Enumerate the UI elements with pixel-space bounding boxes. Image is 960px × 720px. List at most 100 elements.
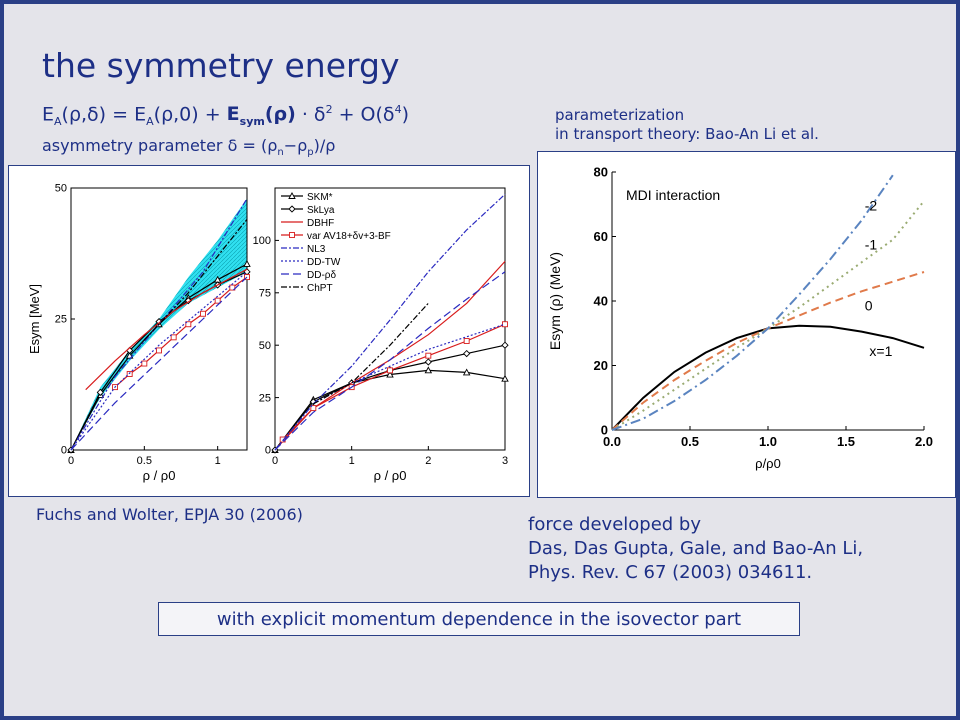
series-line-chpt xyxy=(313,302,429,405)
series-marker-var xyxy=(185,321,192,328)
fuchs-wolter-figure: 0 0.5 1 0 25 50 ρ / ρ0 Esym [MeV] 0 1 2 3 0 25 50 75 10… xyxy=(27,183,509,483)
series-marker-var xyxy=(310,405,317,412)
legend-label-ddrd: DD-ρδ xyxy=(307,270,336,281)
series-line-skm xyxy=(274,369,506,451)
x-tick-label: 2.0 xyxy=(915,434,933,449)
legend-marker-skm xyxy=(288,192,296,199)
series-line-var xyxy=(282,323,506,440)
series-line--2 xyxy=(611,174,894,431)
y-tick-label: 0 xyxy=(265,445,271,457)
legend-label-chpt: ChPT xyxy=(307,283,333,294)
left-esym-chart: 0 0.5 1 0 25 50 ρ / ρ0 Esym [MeV] xyxy=(27,183,251,483)
chart-legend: SKM* SkLya DBHF var AV18+δv+3-BF NL3 DD-TW DD-… xyxy=(281,192,391,294)
y-tick-label: 75 xyxy=(259,287,271,299)
series-line-ddrd xyxy=(70,276,248,451)
left-figure-panel: 0 0.5 1 0 25 50 ρ / ρ0 Esym [MeV] 0 1 2 3 0 25 50 75 10… xyxy=(8,165,530,497)
legend-label-dbhf: DBHF xyxy=(307,218,334,229)
y-tick-label: 80 xyxy=(594,164,608,179)
series-line-dbhf xyxy=(85,268,248,391)
series-marker-var xyxy=(214,297,221,304)
series-marker-var xyxy=(463,338,470,344)
series-line-ddtw xyxy=(70,271,248,451)
mdi-figure: 0.0 0.5 1.0 1.5 2.0 0 20 40 60 80 MDI interaction ρ… xyxy=(547,164,933,471)
series-marker-sklya xyxy=(501,341,509,349)
energy-equation: EA(ρ,δ) = EA(ρ,0) + Esym(ρ) · δ2 + O(δ4) xyxy=(42,103,409,129)
series-line--1 xyxy=(611,200,925,431)
series-line-ddrd xyxy=(274,271,506,451)
legend-label-nl3: NL3 xyxy=(307,244,326,255)
series-marker-sklya xyxy=(184,297,192,305)
legend-label-sklya: SkLya xyxy=(307,205,335,216)
series-marker-var xyxy=(126,371,133,377)
y-tick-label: 100 xyxy=(253,235,271,247)
series-marker-var xyxy=(387,367,393,374)
series-line-x=1 xyxy=(611,324,925,431)
series-marker-sklya xyxy=(463,349,471,358)
x-tick-label: 0 xyxy=(68,455,74,467)
series-marker-var xyxy=(170,334,177,341)
series-line-sklya xyxy=(274,344,506,451)
x-tick-label: 3 xyxy=(502,455,508,467)
series-marker-sklya xyxy=(96,388,104,396)
series-marker-var xyxy=(244,274,250,281)
y-axis-label: Esym (ρ) (MeV) xyxy=(547,252,563,350)
y-tick-label: 25 xyxy=(259,392,271,404)
right-figure-panel: 0.0 0.5 1.0 1.5 2.0 0 20 40 60 80 MDI interaction ρ… xyxy=(537,151,956,498)
x-tick-label: 0 xyxy=(272,455,278,467)
x-tick-label: 0.5 xyxy=(137,455,152,467)
right-figure-citation: force developed by Das, Das Gupta, Gale,… xyxy=(528,514,864,583)
y-tick-label: 20 xyxy=(594,358,608,373)
left-figure-citation: Fuchs and Wolter, EPJA 30 (2006) xyxy=(36,505,303,524)
y-tick-label: 50 xyxy=(259,340,271,352)
y-axis-label: Esym [MeV] xyxy=(27,284,42,354)
y-tick-label: 50 xyxy=(55,183,67,195)
series-line-nl3 xyxy=(70,198,248,451)
y-tick-label: 0 xyxy=(61,445,67,457)
series-marker-sklya xyxy=(424,358,432,366)
legend-marker-sklya xyxy=(288,205,296,213)
x-tick-label: 2 xyxy=(425,455,431,467)
asymmetry-definition: asymmetry parameter δ = (ρn−ρp)/ρ xyxy=(42,136,336,159)
mdi-annotation: MDI interaction xyxy=(626,187,720,203)
legend-marker-var xyxy=(289,232,295,238)
middle-esym-chart: 0 1 2 3 0 25 50 75 100 ρ / ρ0 SKM* SkLya DBHF var AV1… xyxy=(253,187,509,483)
x-tick-label: 0.0 xyxy=(603,434,621,449)
series-label: -2 xyxy=(865,198,878,214)
x-axis-label: ρ / ρ0 xyxy=(143,468,176,483)
y-tick-label: 60 xyxy=(594,229,608,244)
plot-frame xyxy=(274,187,506,451)
momentum-dependence-note: with explicit momentum dependence in the… xyxy=(158,602,800,636)
series-line-var xyxy=(114,276,248,388)
x-axis-label: ρ / ρ0 xyxy=(374,468,407,483)
series-marker-skm xyxy=(243,260,251,267)
series-marker-var xyxy=(156,347,162,354)
series-line-nl3 xyxy=(274,193,506,451)
x-tick-label: 1.5 xyxy=(837,434,855,449)
y-tick-label: 40 xyxy=(594,293,608,308)
x-tick-label: 1 xyxy=(215,455,221,467)
series-marker-var xyxy=(200,310,206,317)
legend-label-var: var AV18+δv+3-BF xyxy=(307,231,391,242)
mdi-esym-chart: 0.0 0.5 1.0 1.5 2.0 0 20 40 60 80 MDI interaction ρ… xyxy=(547,164,933,471)
x-tick-label: 0.5 xyxy=(681,434,699,449)
series-marker-skm xyxy=(462,368,471,376)
legend-label-skm: SKM* xyxy=(307,192,333,203)
x-tick-label: 1.0 xyxy=(759,434,777,449)
plot-frame xyxy=(612,172,924,430)
series-line-chpt xyxy=(143,219,248,341)
y-tick-label: 0 xyxy=(601,422,608,437)
series-label: -1 xyxy=(865,236,878,252)
x-tick-label: 1 xyxy=(349,455,355,467)
legend-label-ddtw: DD-TW xyxy=(307,257,341,268)
series-marker-skm xyxy=(501,374,509,382)
series-marker-skm xyxy=(424,366,433,374)
x-axis-label: ρ/ρ0 xyxy=(755,456,781,471)
y-tick-label: 25 xyxy=(55,314,67,326)
series-marker-var xyxy=(229,284,236,291)
parameterization-note: parameterization in transport theory: Ba… xyxy=(555,106,819,143)
series-marker-skm xyxy=(386,370,394,378)
series-label: 0 xyxy=(865,298,873,314)
series-marker-var xyxy=(425,352,432,359)
series-marker-var xyxy=(141,360,148,367)
